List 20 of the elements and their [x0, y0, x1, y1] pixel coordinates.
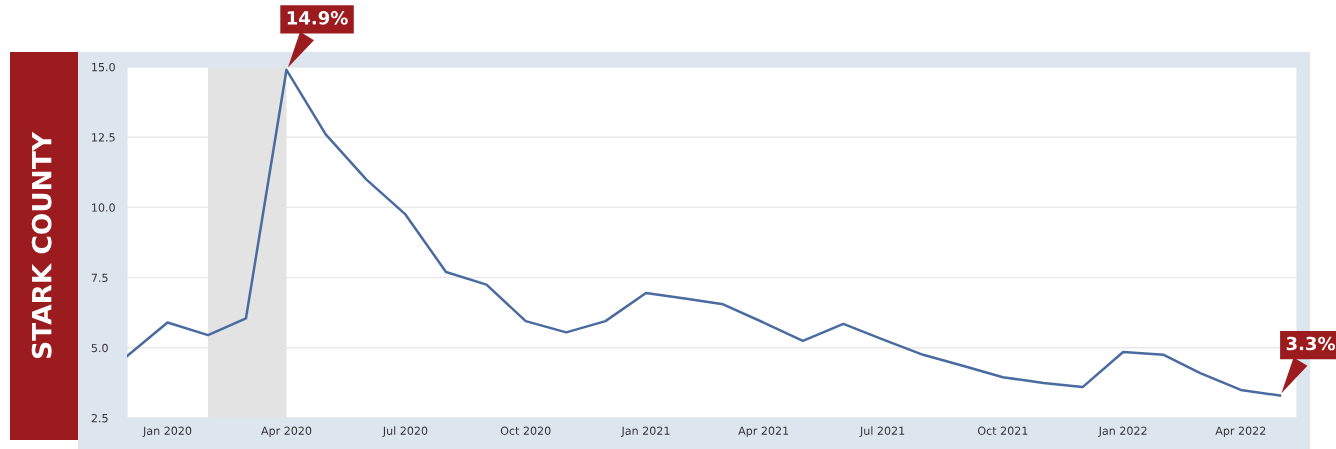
x-tick-label: Jul 2021 [859, 426, 905, 437]
x-tick-label: Apr 2021 [738, 426, 789, 438]
annotation: 3.3% [1286, 336, 1336, 351]
annotation: 14.9% [287, 10, 348, 25]
line-series [127, 68, 1282, 397]
x-tick-label: Jul 2020 [382, 426, 428, 437]
x-tick-label: Apr 2022 [1215, 426, 1266, 438]
x-tick-label: Jan 2020 [142, 426, 192, 437]
y-tick-label: 10.0 [92, 203, 115, 212]
y-tick-label: 2.5 [91, 413, 108, 423]
x-tick-label: Apr 2020 [261, 426, 312, 438]
x-tick-label: Jan 2021 [620, 426, 670, 437]
x-tick-label: Oct 2020 [500, 426, 551, 435]
x-tick-label: Jan 2022 [1098, 426, 1147, 437]
x-tick-label: Oct 2021 [977, 426, 1028, 435]
y-tick-label: 12.5 [92, 133, 115, 142]
y-tick-label: 5.0 [91, 343, 108, 353]
y-tick-label: 7.5 [91, 273, 108, 282]
y-tick-label: 15.0 [92, 62, 115, 72]
text: STARK COUNTY [31, 131, 52, 358]
